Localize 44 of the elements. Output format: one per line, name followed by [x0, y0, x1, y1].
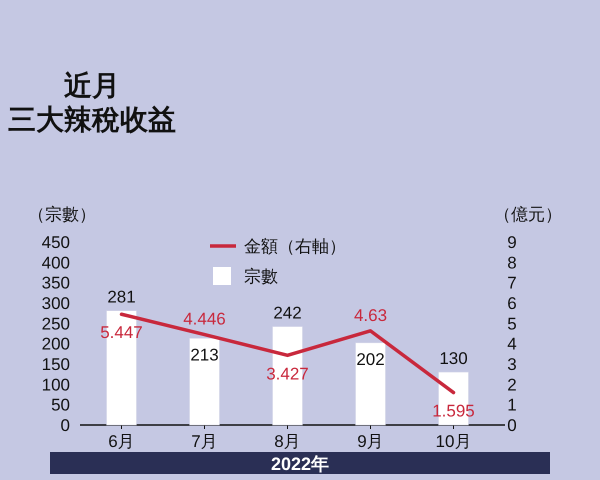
x-tick-label: 9月: [357, 432, 384, 451]
y2-tick-label: 1: [507, 396, 517, 415]
data-label: 4.446: [183, 310, 226, 329]
x-tick-label: 7月: [191, 432, 218, 451]
data-label: 3.427: [266, 364, 309, 384]
data-label: 130: [439, 349, 468, 368]
y-tick-label: 200: [42, 334, 70, 354]
y2-tick-label: 4: [507, 334, 517, 354]
y2-tick-label: 9: [507, 233, 517, 252]
data-label: 242: [273, 304, 302, 323]
y2-tick-label: 8: [507, 253, 517, 272]
x-tick-label: 10月: [436, 432, 472, 451]
y-tick-label: 100: [42, 375, 70, 394]
y-tick-label: 450: [42, 233, 70, 252]
y2-tick-label: 5: [507, 314, 517, 334]
data-label: 281: [107, 288, 136, 307]
y2-tick-label: 7: [507, 274, 517, 293]
data-label: 5.447: [100, 323, 143, 342]
x-axis-title: 2022年: [270, 454, 330, 474]
data-label: 202: [356, 350, 385, 369]
legend-label: 金額（右軸）: [244, 237, 346, 256]
y2-tick-label: 2: [507, 375, 517, 394]
y-axis-title: （宗數）: [28, 205, 96, 224]
y2-tick-label: 0: [507, 416, 517, 435]
y-tick-label: 50: [51, 396, 70, 415]
legend-label: 宗數: [244, 267, 278, 286]
y-tick-label: 400: [42, 253, 70, 272]
data-label: 213: [190, 345, 219, 364]
data-label: 4.63: [354, 306, 388, 325]
data-label: 1.595: [432, 402, 475, 421]
title: 近月三大辣稅收益: [8, 70, 176, 135]
y2-axis-title: （億元）: [494, 205, 562, 224]
bar: [355, 342, 386, 426]
x-tick-label: 8月: [274, 432, 301, 451]
bar: [189, 338, 220, 426]
y-tick-label: 300: [42, 294, 70, 313]
y2-tick-label: 3: [507, 355, 517, 374]
y-tick-label: 350: [42, 274, 70, 293]
y-tick-label: 150: [42, 355, 70, 374]
y2-tick-label: 6: [507, 294, 517, 313]
y-tick-label: 250: [42, 314, 70, 334]
x-axis-title-band: 2022年: [50, 452, 550, 474]
x-tick-label: 6月: [108, 432, 135, 451]
y-tick-label: 0: [60, 416, 70, 435]
